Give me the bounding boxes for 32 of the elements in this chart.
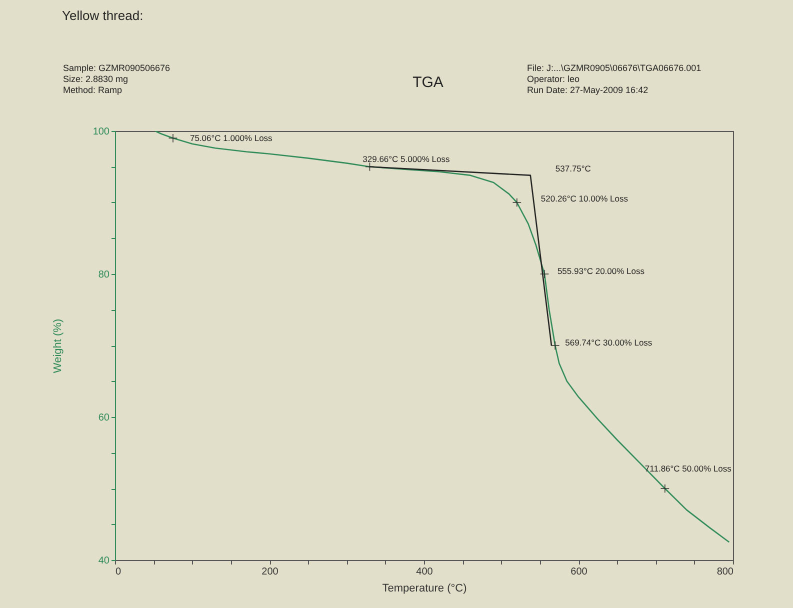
y-tick-label: 40 xyxy=(98,556,110,566)
x-tick-label: 200 xyxy=(262,566,279,578)
text: Run Date: 27-May-2009 16:42 xyxy=(527,85,648,95)
annotation: 537.75°C xyxy=(555,163,591,174)
text: File: J:...\GZMR0905\06676\TGA06676.001 xyxy=(527,63,702,73)
point xyxy=(364,162,374,172)
line-series xyxy=(154,131,730,543)
chart-title: Yellow thread: xyxy=(62,8,144,23)
annotation: 569.74°C 30.00% Loss xyxy=(565,338,652,348)
text: Sample: GZMR090506676 xyxy=(63,63,170,73)
x-tick-label: 800 xyxy=(716,566,734,578)
y-tick-label: 80 xyxy=(98,270,110,280)
y-tick-label: 60 xyxy=(98,412,110,424)
point xyxy=(540,269,550,279)
x-tick-label: 400 xyxy=(416,566,434,578)
x-tick-label: 0 xyxy=(116,566,122,578)
chart-subtitle: TGA xyxy=(412,74,444,91)
annotation: 520.26°C 10.00% Loss xyxy=(540,194,628,204)
annotation: 555.93°C 20.00% Loss xyxy=(557,266,645,276)
annotation: 329.66°C 5.000% Loss xyxy=(362,154,450,164)
text: Operator: leo xyxy=(527,74,580,84)
text: Method: Ramp xyxy=(63,85,122,95)
y-tick-label: 100 xyxy=(92,126,110,138)
annotation: 75.06°C 1.000% Loss xyxy=(190,133,272,144)
x-axis-title: Temperature (°C) xyxy=(382,582,467,594)
annotation: 711.86°C 50.00% Loss xyxy=(644,464,732,474)
point xyxy=(512,198,522,208)
text: Size: 2.8830 mg xyxy=(63,74,128,84)
y-axis-title: Weight (%) xyxy=(52,318,64,374)
x-tick-label: 600 xyxy=(570,566,588,578)
point xyxy=(168,133,178,143)
point xyxy=(660,484,670,494)
